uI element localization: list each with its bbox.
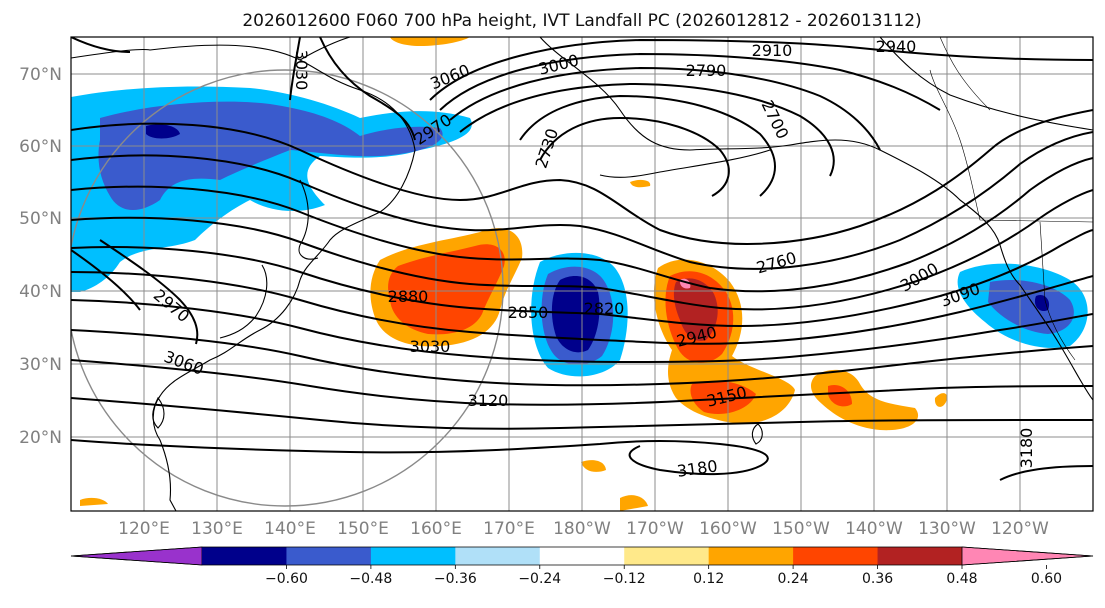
lon-label: 160°E [410, 519, 462, 539]
colorbar-segment [286, 547, 372, 565]
colorbar-segment [793, 547, 879, 565]
lon-label: 140°W [845, 519, 903, 539]
colorbar-outline [70, 546, 1094, 566]
colorbar-extension-max [961, 546, 1094, 566]
colorbar-tick-label: 0.48 [946, 571, 977, 587]
colorbar-tick-label: 0.60 [1031, 571, 1062, 587]
lat-label: 60°N [19, 137, 62, 157]
colorbar-tick-label: 0.36 [862, 571, 893, 587]
colorbar-extension-min [70, 546, 203, 566]
latitude-labels: 70°N 60°N 50°N 40°N 30°N 20°N [19, 65, 62, 448]
colorbar-tick-label: 0.12 [693, 571, 724, 587]
lat-label: 50°N [19, 209, 62, 229]
colorbar-segment [455, 547, 541, 565]
colorbar-segment [370, 547, 456, 565]
contour-label: 3030 [292, 50, 311, 91]
contour-label: 2820 [584, 299, 625, 318]
colorbar-segment [877, 547, 963, 565]
map-title: 2026012600 F060 700 hPa height, IVT Land… [242, 11, 921, 31]
lon-label: 150°E [337, 519, 389, 539]
lon-label: 180°W [553, 519, 611, 539]
colorbar-tick-label: −0.60 [265, 571, 308, 587]
contour-label: 2850 [508, 303, 549, 322]
lon-label: 170°W [626, 519, 684, 539]
colorbar-tick-label: −0.36 [434, 571, 477, 587]
lat-label: 70°N [19, 65, 62, 85]
contour-label: 2880 [388, 287, 429, 306]
country-borders [929, 37, 1093, 361]
height-contours [71, 37, 1093, 481]
lon-label: 140°E [264, 519, 316, 539]
lat-label: 30°N [19, 355, 62, 375]
contour-label: 2940 [876, 37, 917, 56]
colorbar-tick-label: −0.48 [349, 571, 392, 587]
colorbar-tick-label: 0.24 [778, 571, 809, 587]
lon-label: 130°W [918, 519, 976, 539]
lat-label: 40°N [19, 282, 62, 302]
colorbar-tick-label: −0.12 [603, 571, 646, 587]
lon-label: 120°E [118, 519, 170, 539]
contour-label: 2910 [752, 41, 793, 60]
range-ring [71, 69, 504, 507]
colorbar-segment [624, 547, 710, 565]
contour-label: 3180 [1017, 428, 1036, 469]
contour-label: 3120 [468, 391, 509, 410]
contour-label: 2790 [686, 61, 727, 80]
ivt-negative-shading [71, 86, 1088, 377]
colorbar-segment [539, 547, 625, 565]
lon-label: 130°E [191, 519, 243, 539]
lon-label: 150°W [772, 519, 830, 539]
lon-label: 120°W [991, 519, 1049, 539]
colorbar: −0.60 −0.48 −0.36 −0.24 −0.12 0.12 0.24 0.36 0.4… [70, 546, 1094, 587]
colorbar-segment [202, 547, 287, 565]
lon-label: 170°E [483, 519, 535, 539]
map-frame [70, 36, 1094, 512]
lon-label: 160°W [699, 519, 757, 539]
lat-label: 20°N [19, 428, 62, 448]
longitude-labels: 120°E 130°E 140°E 150°E 160°E 170°E 180°… [118, 519, 1049, 539]
contour-label: 3030 [410, 337, 451, 356]
colorbar-segment [708, 547, 794, 565]
map-content [71, 37, 1093, 511]
colorbar-tick-label: −0.24 [518, 571, 561, 587]
